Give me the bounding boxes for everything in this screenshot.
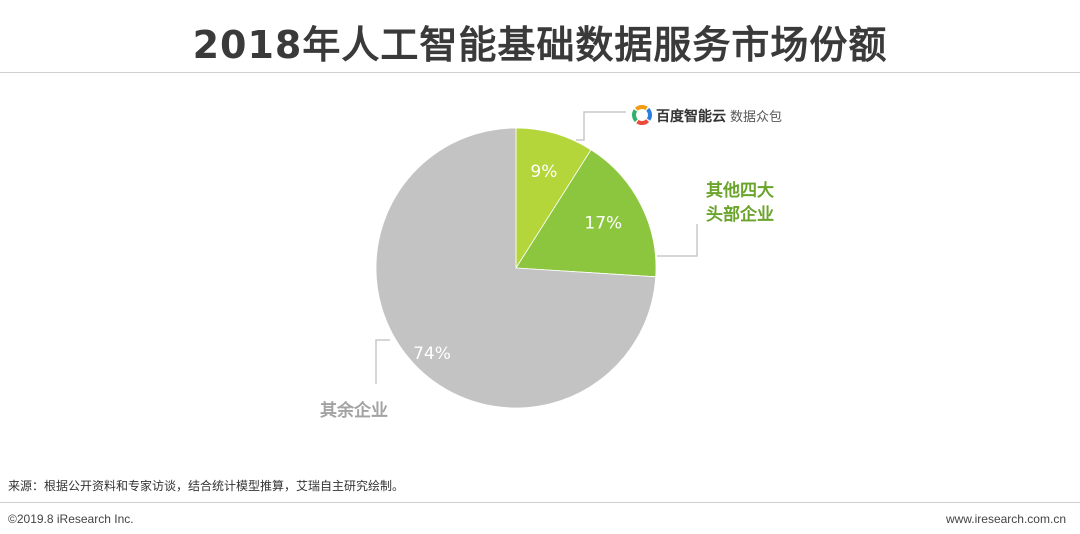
title-divider bbox=[0, 72, 1080, 73]
remaining-label: 其余企业 bbox=[320, 400, 388, 421]
source-note: 来源：根据公开资料和专家访谈，结合统计模型推算，艾瑞自主研究绘制。 bbox=[8, 479, 405, 493]
leader-line-remaining bbox=[375, 339, 390, 384]
leader-line-other-four bbox=[657, 224, 698, 257]
slice-baidu bbox=[515, 127, 592, 270]
slice-other-four bbox=[515, 149, 657, 278]
pie-slices bbox=[375, 127, 657, 409]
baidu-suffix-label: 数据众包 bbox=[730, 110, 782, 125]
other-four-label-line: 头部企业 bbox=[706, 204, 774, 225]
copyright-text: ©2019.8 iResearch Inc. bbox=[8, 512, 134, 526]
baidu-cloud-logo-icon bbox=[632, 105, 652, 125]
slice-remaining bbox=[375, 127, 657, 409]
slice-value-label: 74% bbox=[413, 344, 451, 364]
leader-line-baidu bbox=[576, 111, 626, 141]
site-url: www.iresearch.com.cn bbox=[945, 512, 1066, 526]
slice-value-label: 9% bbox=[530, 162, 557, 182]
footer-divider bbox=[0, 502, 1080, 503]
slice-value-label: 17% bbox=[584, 214, 622, 234]
other-four-label-line: 其他四大 bbox=[706, 180, 774, 201]
chart-title: 2018年人工智能基础数据服务市场份额 bbox=[192, 23, 888, 67]
baidu-brand-label: 百度智能云 bbox=[656, 108, 726, 125]
leader-lines bbox=[375, 111, 698, 384]
